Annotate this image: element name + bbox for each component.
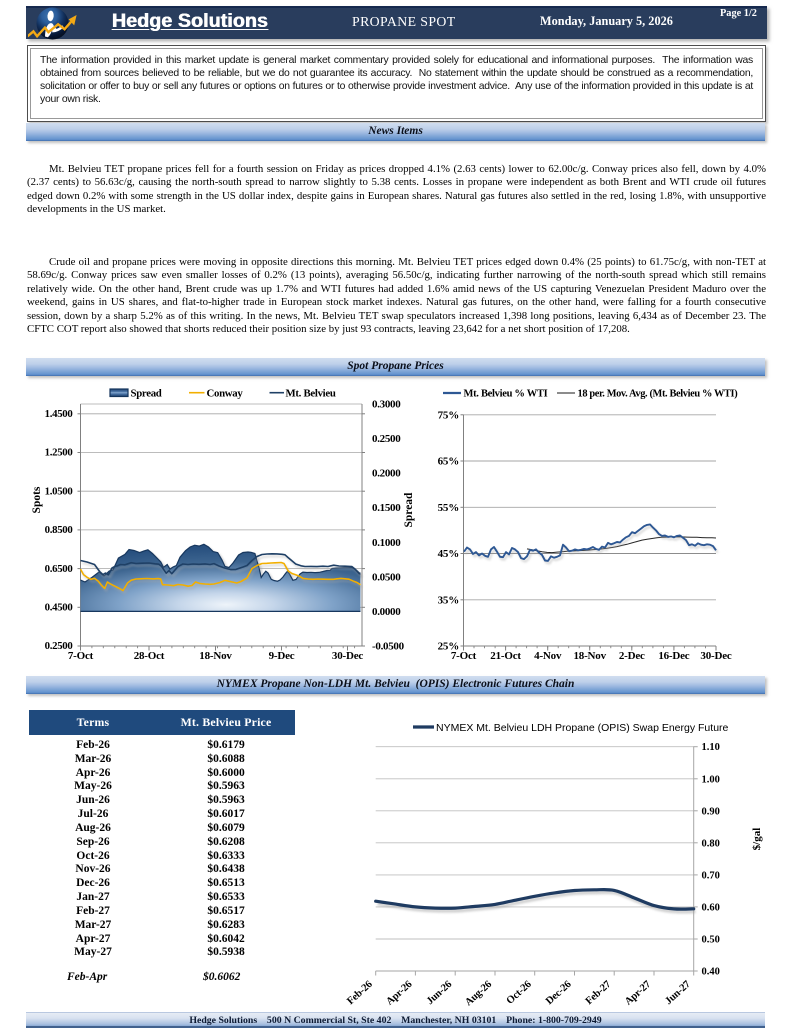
svg-text:21-Oct: 21-Oct <box>490 650 521 662</box>
svg-text:0.1500: 0.1500 <box>372 502 401 514</box>
svg-text:Aug-26: Aug-26 <box>463 979 494 1008</box>
svg-text:Apr-27: Apr-27 <box>623 979 653 1008</box>
svg-text:0.1000: 0.1000 <box>372 537 401 549</box>
svg-text:65%: 65% <box>438 456 459 468</box>
svg-text:18 per. Mov. Avg. (Mt. Belvieu: 18 per. Mov. Avg. (Mt. Belvieu % WTI) <box>578 389 738 400</box>
svg-text:28-Oct: 28-Oct <box>134 650 165 662</box>
svg-text:0.2500: 0.2500 <box>372 433 401 445</box>
svg-text:Feb-27: Feb-27 <box>584 979 613 1007</box>
svg-text:25%: 25% <box>438 641 459 653</box>
svg-text:0.0000: 0.0000 <box>372 606 401 618</box>
svg-text:1.00: 1.00 <box>702 774 720 785</box>
svg-text:0.50: 0.50 <box>702 935 720 946</box>
svg-text:18-Nov: 18-Nov <box>199 650 232 662</box>
svg-text:0.60: 0.60 <box>702 902 720 913</box>
svg-text:Oct-26: Oct-26 <box>505 979 534 1007</box>
svg-text:4-Nov: 4-Nov <box>534 650 562 662</box>
svg-text:55%: 55% <box>438 502 459 514</box>
svg-text:Spread: Spread <box>131 388 162 400</box>
svg-text:18-Nov: 18-Nov <box>573 650 606 662</box>
svg-text:16-Dec: 16-Dec <box>658 650 689 662</box>
svg-text:0.8500: 0.8500 <box>45 524 73 536</box>
svg-text:1.10: 1.10 <box>702 742 720 753</box>
svg-text:30-Dec: 30-Dec <box>700 650 731 662</box>
svg-text:0.80: 0.80 <box>702 838 720 849</box>
svg-text:$/gal: $/gal <box>751 828 763 851</box>
svg-text:7-Oct: 7-Oct <box>451 650 477 662</box>
svg-text:0.2500: 0.2500 <box>45 640 73 652</box>
svg-text:1.0500: 1.0500 <box>45 485 73 497</box>
svg-text:Apr-26: Apr-26 <box>384 979 414 1008</box>
svg-text:1.2500: 1.2500 <box>45 447 73 459</box>
svg-text:2-Dec: 2-Dec <box>619 650 645 662</box>
svg-text:Feb-26: Feb-26 <box>345 979 374 1007</box>
svg-text:0.70: 0.70 <box>702 870 720 881</box>
svg-text:Spread: Spread <box>403 492 415 528</box>
svg-text:1.4500: 1.4500 <box>45 408 73 420</box>
svg-text:Jun-27: Jun-27 <box>663 979 692 1007</box>
svg-text:0.4500: 0.4500 <box>45 602 73 614</box>
svg-text:0.0500: 0.0500 <box>372 571 401 583</box>
svg-text:75%: 75% <box>438 409 459 421</box>
svg-text:Mt. Belvieu % WTI: Mt. Belvieu % WTI <box>464 389 548 400</box>
svg-text:0.40: 0.40 <box>702 967 720 978</box>
svg-text:-0.0500: -0.0500 <box>372 641 405 653</box>
svg-text:Jun-26: Jun-26 <box>425 979 454 1007</box>
svg-text:45%: 45% <box>438 548 459 560</box>
svg-text:NYMEX Mt. Belvieu LDH Propane: NYMEX Mt. Belvieu LDH Propane (OPIS) Swa… <box>436 722 729 734</box>
svg-text:Conway: Conway <box>207 388 244 400</box>
svg-text:0.3000: 0.3000 <box>372 399 401 411</box>
svg-text:0.6500: 0.6500 <box>45 563 73 575</box>
svg-text:0.2000: 0.2000 <box>372 468 401 480</box>
svg-text:7-Oct: 7-Oct <box>68 650 94 662</box>
svg-text:35%: 35% <box>438 594 459 606</box>
svg-text:Dec-26: Dec-26 <box>544 979 573 1007</box>
svg-text:30-Dec: 30-Dec <box>332 650 363 662</box>
svg-text:Spots: Spots <box>31 486 43 513</box>
svg-text:0.90: 0.90 <box>702 806 720 817</box>
svg-text:Mt. Belvieu: Mt. Belvieu <box>286 388 336 400</box>
svg-text:9-Dec: 9-Dec <box>269 650 295 662</box>
